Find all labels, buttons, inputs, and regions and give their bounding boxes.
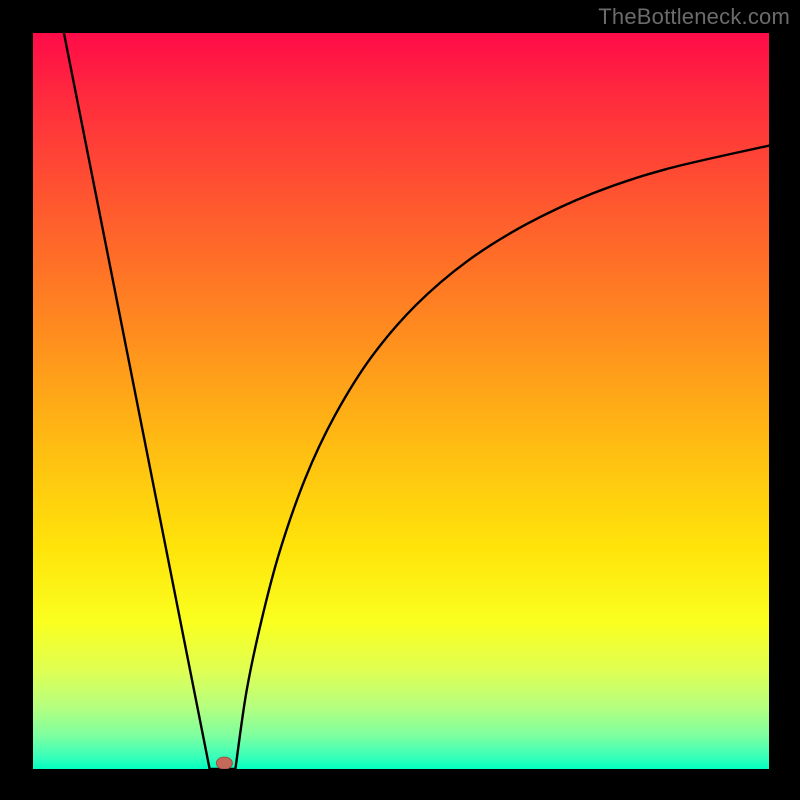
- watermark-text: TheBottleneck.com: [598, 4, 790, 30]
- curve-path: [64, 33, 769, 769]
- bottleneck-curve: [33, 33, 769, 769]
- plot-area: [33, 33, 769, 769]
- optimum-marker: [216, 757, 232, 769]
- chart-frame: TheBottleneck.com: [0, 0, 800, 800]
